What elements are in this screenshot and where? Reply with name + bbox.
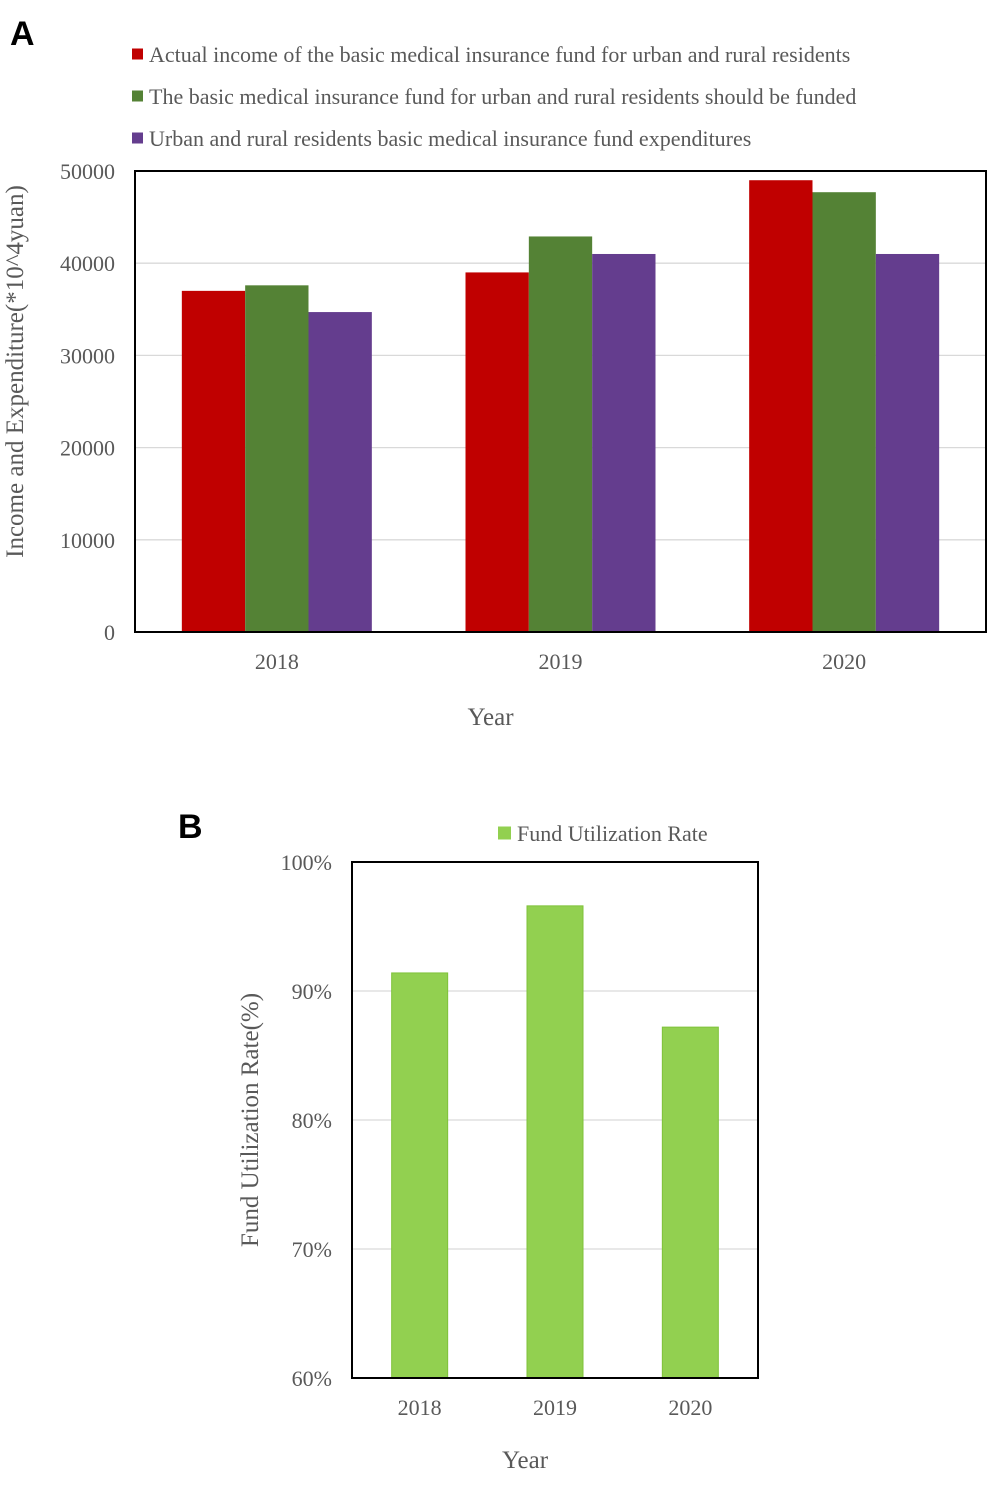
- legend-label: Fund Utilization Rate: [517, 821, 708, 846]
- bar-a-s2-2020: [812, 192, 876, 632]
- plot-frame: [351, 861, 759, 1379]
- y-tick-label: 80%: [292, 1108, 332, 1133]
- legend-swatch: [132, 90, 143, 102]
- panel-label-b: B: [178, 808, 203, 846]
- chart-a: 0 10000 20000 30000 40000 50000 2018 2019 2020 Ye…: [2, 42, 987, 731]
- x-tick-label: 2018: [398, 1395, 442, 1420]
- bar-a-s1-2020: [749, 180, 813, 632]
- legend-swatch: [498, 826, 511, 840]
- bar-b-s1-2019: [526, 905, 584, 1379]
- x-tick-label: 2019: [539, 649, 583, 674]
- bar-a-s2-2018: [245, 285, 309, 632]
- x-tick-label: 2019: [533, 1395, 577, 1420]
- y-tick-label: 30000: [60, 343, 115, 368]
- y-tick-label: 40000: [60, 251, 115, 276]
- bar-b-s1-2018: [391, 972, 449, 1379]
- x-tick-label: 2020: [668, 1395, 712, 1420]
- x-tick-label: 2018: [255, 649, 299, 674]
- legend-swatch: [132, 48, 143, 60]
- bar-a-s3-2018: [308, 312, 372, 632]
- bar-a-s3-2020: [875, 253, 940, 633]
- legend-swatch: [132, 132, 143, 144]
- y-tick-label: 10000: [60, 528, 115, 553]
- y-axis-label: Fund Utilization Rate(%): [237, 993, 264, 1247]
- x-axis-label: Year: [502, 1447, 549, 1474]
- y-tick-label: 90%: [292, 979, 332, 1004]
- y-tick-label: 20000: [60, 436, 115, 461]
- legend-label: The basic medical insurance fund for urb…: [149, 84, 856, 109]
- chart-b: 60% 70% 80% 90% 100% 2018 2019 2020 Year Fund Uti…: [237, 821, 759, 1474]
- panel-label-a: A: [10, 15, 35, 53]
- plot-frame: [134, 170, 987, 633]
- x-axis-label: Year: [467, 704, 514, 731]
- y-axis-label: Income and Expenditure(*10^4yuan): [2, 185, 29, 558]
- bar-a-s2-2019: [528, 236, 593, 632]
- y-tick-label: 50000: [60, 159, 115, 184]
- x-tick-label: 2020: [822, 649, 866, 674]
- y-tick-label: 0: [104, 620, 115, 645]
- y-tick-label: 100%: [281, 850, 332, 875]
- bar-a-s1-2019: [465, 272, 529, 632]
- y-tick-label: 70%: [292, 1237, 332, 1262]
- legend-label: Actual income of the basic medical insur…: [149, 42, 850, 67]
- legend-label: Urban and rural residents basic medical …: [149, 126, 751, 151]
- bar-a-s1-2018: [181, 290, 246, 632]
- bar-a-s3-2019: [592, 253, 656, 633]
- y-tick-label: 60%: [292, 1366, 332, 1391]
- bar-b-s1-2020: [661, 1026, 719, 1379]
